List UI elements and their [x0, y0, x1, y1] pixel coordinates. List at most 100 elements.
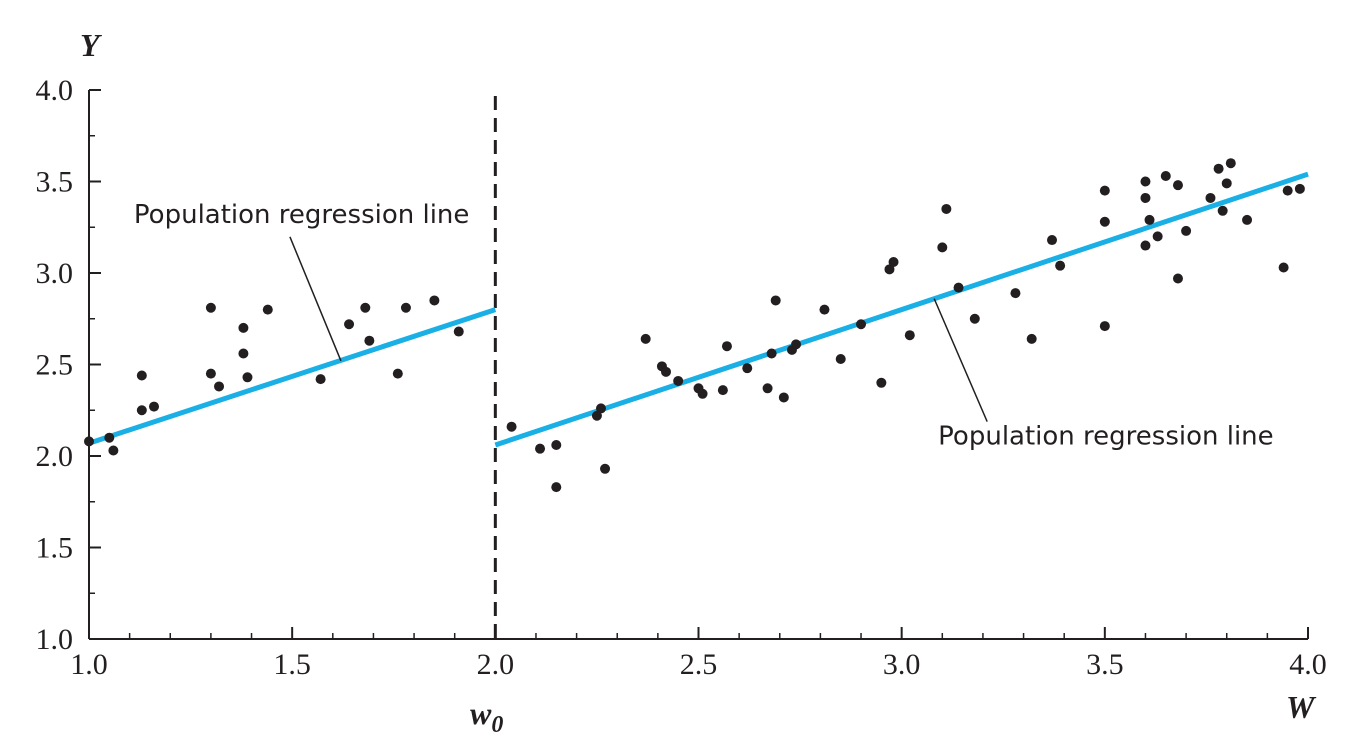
x-tick-label: 1.0: [70, 648, 108, 681]
y-tick-label: 2.5: [36, 349, 74, 382]
y-axis-title: Y: [80, 27, 102, 63]
y-tick-label: 2.0: [36, 440, 74, 473]
data-point: [551, 440, 562, 451]
data-point: [205, 302, 216, 313]
data-point: [238, 322, 249, 333]
data-point: [1099, 185, 1110, 196]
data-point: [904, 330, 915, 341]
data-point: [937, 242, 948, 253]
x-axis-title: W: [1286, 689, 1317, 725]
data-point: [1026, 333, 1037, 344]
data-point: [660, 366, 671, 377]
data-point: [400, 302, 411, 313]
y-tick-label: 3.0: [36, 257, 74, 290]
data-point: [104, 432, 115, 443]
data-point: [791, 339, 802, 350]
data-point: [953, 282, 964, 293]
data-point: [360, 302, 371, 313]
data-point: [876, 377, 887, 388]
axes: 1.0 1.5 2.0 2.5 3.0 3.5 4.0 1.0 1.5 2.0 2.5 3.0 3.5…: [36, 74, 1327, 681]
x-tick-label: 4.0: [1289, 648, 1327, 681]
data-point: [205, 368, 216, 379]
data-point: [835, 354, 846, 365]
data-point: [762, 383, 773, 394]
data-point: [214, 381, 225, 392]
threshold-label-sub: 0: [491, 712, 503, 738]
data-point: [640, 333, 651, 344]
regression-line: [88, 307, 497, 446]
data-point: [506, 421, 517, 432]
data-point: [856, 319, 867, 330]
data-point: [766, 348, 777, 359]
data-point: [697, 388, 708, 399]
data-point: [364, 335, 375, 346]
data-point: [1152, 231, 1163, 242]
data-point: [770, 295, 781, 306]
x-tick-label: 1.5: [273, 648, 311, 681]
data-point: [969, 313, 980, 324]
y-tick-label: 4.0: [36, 74, 74, 107]
data-point: [1172, 273, 1183, 284]
data-point: [1160, 171, 1171, 182]
data-point: [1278, 262, 1289, 273]
annotation-label: Population regression line: [938, 422, 1274, 452]
data-point: [1205, 192, 1216, 203]
data-point: [1217, 205, 1228, 216]
data-point: [1140, 192, 1151, 203]
data-point: [742, 363, 753, 374]
data-point: [242, 372, 253, 383]
data-point: [1144, 214, 1155, 225]
threshold-label-base: w: [470, 695, 492, 731]
data-point: [941, 203, 952, 214]
data-point: [108, 445, 119, 456]
regression-line: [494, 171, 1309, 448]
data-point: [1213, 163, 1224, 174]
x-ticks: 1.0 1.5 2.0 2.5 3.0 3.5 4.0: [70, 627, 1327, 681]
data-point: [136, 370, 147, 381]
data-point: [1055, 260, 1066, 271]
data-point: [884, 264, 895, 275]
x-tick-label: 2.5: [680, 648, 718, 681]
data-points: [84, 158, 1305, 493]
data-point: [136, 405, 147, 416]
data-point: [721, 341, 732, 352]
data-point: [1294, 183, 1305, 194]
data-point: [778, 392, 789, 403]
annotation-leader-line: [933, 298, 988, 422]
data-point: [1181, 225, 1192, 236]
y-tick-label: 1.0: [36, 623, 74, 656]
y-ticks: 1.0 1.5 2.0 2.5 3.0 3.5 4.0: [36, 74, 101, 656]
annotation-label: Population regression line: [134, 200, 470, 230]
data-point: [819, 304, 830, 315]
data-point: [238, 348, 249, 359]
data-point: [673, 375, 684, 386]
data-point: [1099, 321, 1110, 332]
data-point: [535, 443, 546, 454]
annotations: Population regression line Population reg…: [134, 200, 1274, 452]
data-point: [315, 374, 326, 385]
data-point: [1010, 288, 1021, 299]
threshold-label: w0: [470, 695, 503, 738]
y-tick-label: 3.5: [36, 166, 74, 199]
data-point: [453, 326, 464, 337]
data-point: [1221, 178, 1232, 189]
data-point: [591, 410, 602, 421]
data-point: [429, 295, 440, 306]
data-point: [1140, 240, 1151, 251]
x-tick-label: 3.5: [1086, 648, 1124, 681]
data-point: [1242, 214, 1253, 225]
data-point: [1047, 235, 1058, 246]
data-point: [595, 403, 606, 414]
data-point: [888, 257, 899, 268]
y-tick-label: 1.5: [36, 532, 74, 565]
data-point: [84, 436, 94, 447]
x-tick-label: 2.0: [477, 648, 515, 681]
data-point: [1172, 180, 1183, 191]
data-point: [1225, 158, 1236, 169]
data-point: [600, 463, 611, 474]
data-point: [149, 401, 160, 412]
regression-lines: [88, 171, 1309, 448]
annotation-leader-line: [289, 236, 342, 362]
x-tick-label: 3.0: [883, 648, 921, 681]
